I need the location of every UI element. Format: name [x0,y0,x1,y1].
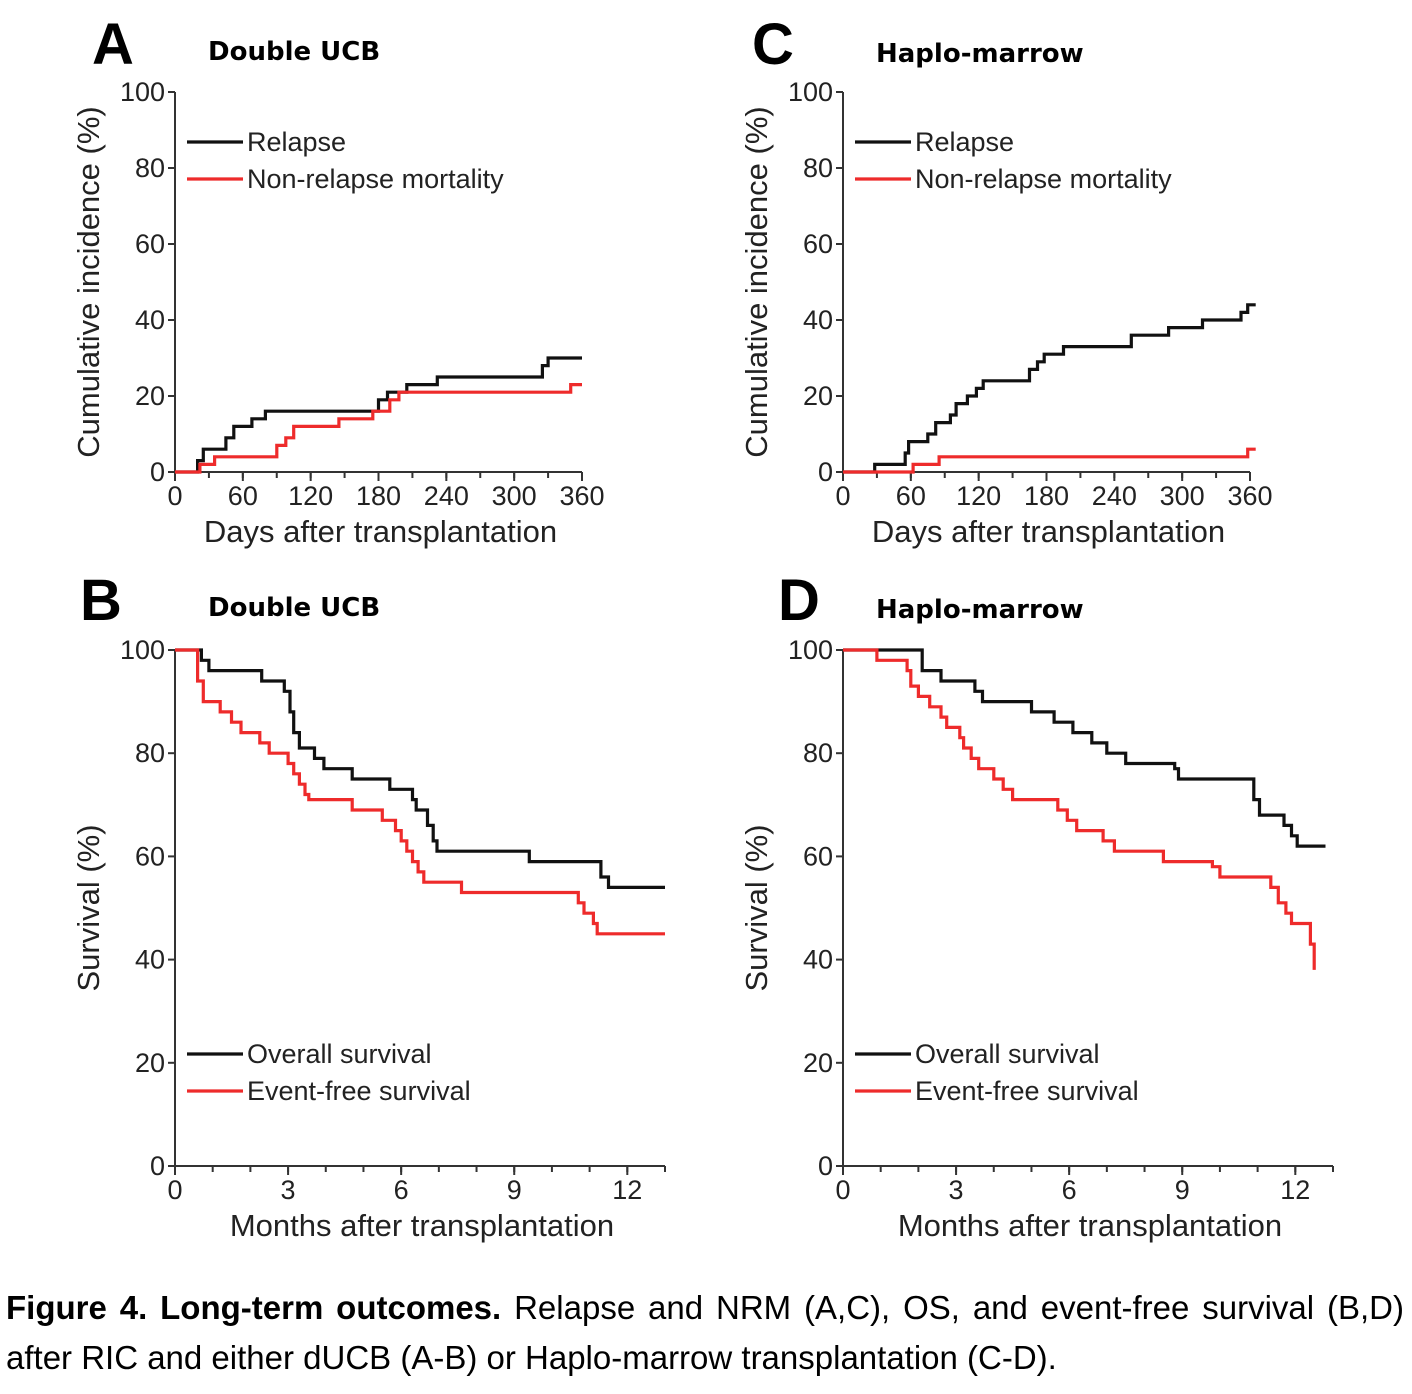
x-axis-title: Days after transplantation [204,514,557,549]
y-tick-label: 20 [803,1048,833,1078]
x-tick-label: 60 [896,481,926,511]
x-tick-label: 120 [288,481,333,511]
x-tick-label: 300 [1160,481,1205,511]
y-tick-label: 20 [135,381,165,411]
y-tick-label: 20 [135,1048,165,1078]
legend-label: Relapse [247,127,346,157]
x-tick-label: 180 [1024,481,1069,511]
y-tick-label: 20 [803,381,833,411]
legend-label: Overall survival [247,1039,432,1069]
y-tick-label: 100 [120,635,165,665]
y-axis-title: Survival (%) [739,824,774,991]
x-tick-label: 120 [956,481,1001,511]
y-tick-label: 100 [120,77,165,107]
x-tick-label: 0 [835,1175,850,1205]
panel-letter: B [80,568,122,633]
y-tick-label: 40 [803,945,833,975]
y-tick-label: 60 [135,229,165,259]
y-tick-label: 80 [135,738,165,768]
y-tick-label: 60 [803,229,833,259]
panel-title: Haplo-marrow [876,39,1084,69]
y-tick-label: 100 [788,635,833,665]
panel-title: Double UCB [208,593,380,623]
legend-label: Overall survival [915,1039,1100,1069]
y-tick-label: 40 [135,305,165,335]
y-tick-label: 60 [803,841,833,871]
x-axis-title: Days after transplantation [872,514,1225,549]
legend-label: Event-free survival [915,1076,1139,1106]
series-line-event-free-survival [175,648,665,936]
y-tick-label: 80 [803,738,833,768]
caption-label: Figure 4. Long-term outcomes. [6,1289,502,1326]
legend-label: Relapse [915,127,1014,157]
x-axis-title: Months after transplantation [898,1208,1282,1243]
x-tick-label: 3 [281,1175,296,1205]
x-tick-label: 240 [424,481,469,511]
y-axis-title: Cumulative incidence (%) [71,106,106,457]
x-tick-label: 9 [1175,1175,1190,1205]
series-line-event-free-survival [843,648,1316,970]
y-axis-title: Cumulative incidence (%) [739,106,774,457]
series-line-relapse [843,303,1256,474]
series-line-overall-survival [175,648,665,889]
legend-label: Event-free survival [247,1076,471,1106]
caption-text: Relapse and NRM (A,C), OS, and event-fre… [6,1289,1404,1376]
x-tick-label: 180 [356,481,401,511]
panel-letter: C [752,12,794,77]
y-tick-label: 80 [135,153,165,183]
x-tick-label: 0 [167,1175,182,1205]
x-tick-label: 12 [1280,1175,1310,1205]
x-tick-label: 6 [394,1175,409,1205]
figure-caption: Figure 4. Long-term outcomes. Relapse an… [6,1283,1404,1383]
x-tick-label: 3 [949,1175,964,1205]
y-tick-label: 40 [803,305,833,335]
y-tick-label: 100 [788,77,833,107]
series-line-overall-survival [843,648,1326,848]
y-tick-label: 0 [150,457,165,487]
legend-label: Non-relapse mortality [915,164,1172,194]
panel-title: Double UCB [208,37,380,67]
panel-title: Haplo-marrow [876,595,1084,625]
y-tick-label: 0 [818,1151,833,1181]
y-tick-label: 80 [803,153,833,183]
series-line-non-relapse-mortality [175,383,582,474]
x-tick-label: 60 [228,481,258,511]
panel-a: A Double UCB 0 20 40 60 80 100 0 60 120 180 240 300 36… [71,12,605,549]
y-tick-label: 60 [135,841,165,871]
x-tick-label: 6 [1062,1175,1077,1205]
x-tick-label: 360 [559,481,604,511]
x-tick-label: 240 [1092,481,1137,511]
x-tick-label: 0 [167,481,182,511]
panel-letter: A [92,12,134,77]
legend-label: Non-relapse mortality [247,164,504,194]
x-tick-label: 9 [507,1175,522,1205]
x-tick-label: 300 [492,481,537,511]
y-tick-label: 0 [818,457,833,487]
series-line-non-relapse-mortality [843,447,1256,474]
y-axis-title: Survival (%) [71,824,106,991]
x-axis-title: Months after transplantation [230,1208,614,1243]
x-tick-label: 12 [612,1175,642,1205]
series-line-relapse [175,356,582,474]
y-tick-label: 40 [135,945,165,975]
panel-letter: D [778,568,820,633]
y-tick-label: 0 [150,1151,165,1181]
panel-c: C Haplo-marrow 0 20 40 60 80 100 0 60 120 180 240 300… [739,12,1273,549]
x-tick-label: 0 [835,481,850,511]
x-tick-label: 360 [1227,481,1272,511]
